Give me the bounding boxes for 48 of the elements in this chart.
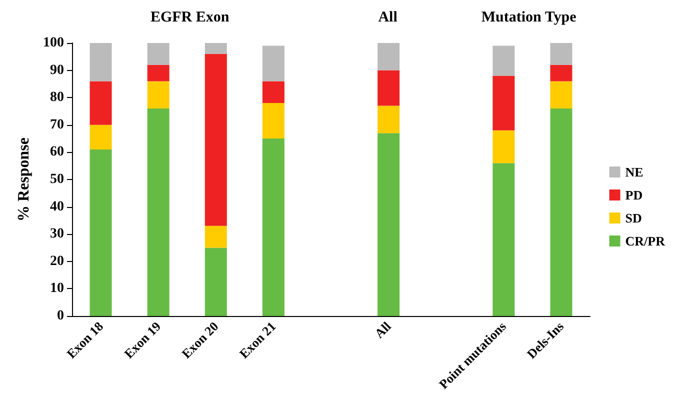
y-tick-label: 60	[50, 144, 64, 160]
bar	[262, 81, 284, 104]
text: All	[378, 10, 398, 26]
bar	[147, 81, 170, 109]
y-tick-label: 10	[50, 281, 64, 296]
bar	[262, 138, 284, 316]
y-tick-label: 0	[57, 308, 64, 324]
text: Mutation Type	[481, 10, 577, 26]
y-tick-label: 100	[43, 36, 64, 50]
bar	[90, 124, 112, 150]
text: EGFR Exon	[150, 10, 230, 26]
bar	[492, 130, 515, 164]
bar	[378, 43, 400, 70]
bar	[204, 248, 227, 316]
x-tick-label: All	[372, 318, 394, 342]
legend-label: SD	[625, 210, 642, 226]
bar	[262, 103, 284, 139]
legend-label: NE	[625, 164, 644, 180]
bar	[550, 81, 572, 109]
bar	[204, 43, 227, 54]
bar	[147, 43, 170, 65]
bar	[90, 81, 112, 125]
bar	[90, 43, 112, 82]
bar	[550, 64, 572, 82]
y-tick-label: 30	[50, 226, 64, 242]
legend-label: PD	[625, 188, 643, 202]
bar	[378, 106, 400, 134]
bar	[492, 76, 515, 130]
bar	[550, 108, 572, 316]
bar	[204, 226, 227, 248]
bar	[262, 46, 284, 82]
bar	[378, 133, 400, 316]
bar	[492, 163, 515, 316]
y-tick-label: 50	[50, 172, 64, 187]
bar	[147, 108, 170, 316]
bar	[492, 46, 515, 76]
bar	[378, 70, 400, 106]
y-tick-label: 70	[50, 117, 64, 132]
bar	[550, 43, 572, 65]
y-tick-label: 40	[50, 199, 64, 214]
y-axis-title: % Response	[16, 137, 33, 222]
bar	[147, 64, 170, 82]
y-tick-label: 20	[50, 254, 64, 269]
legend-label: CR/PR	[625, 234, 666, 248]
y-tick-label: 90	[50, 62, 64, 78]
bar	[204, 54, 227, 226]
y-tick-label: 80	[50, 90, 64, 106]
bar	[90, 149, 112, 316]
